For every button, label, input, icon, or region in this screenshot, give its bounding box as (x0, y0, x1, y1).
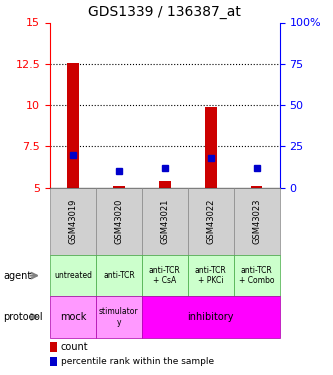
Text: GSM43020: GSM43020 (114, 199, 124, 244)
Text: anti-TCR
+ CsA: anti-TCR + CsA (149, 266, 181, 285)
Text: inhibitory: inhibitory (187, 312, 234, 322)
Bar (67, 63, 79, 188)
Text: GSM43023: GSM43023 (252, 198, 261, 244)
Bar (159, 181, 170, 188)
Text: protocol: protocol (3, 312, 43, 322)
Text: untreated: untreated (54, 271, 92, 280)
Text: GSM43021: GSM43021 (160, 199, 169, 244)
Text: stimulator
y: stimulator y (99, 307, 139, 327)
Bar (205, 108, 216, 188)
Text: count: count (61, 342, 88, 352)
Text: anti-TCR: anti-TCR (103, 271, 135, 280)
Bar (113, 186, 125, 188)
Text: mock: mock (60, 312, 86, 322)
Text: percentile rank within the sample: percentile rank within the sample (61, 357, 214, 366)
Text: GSM43019: GSM43019 (68, 199, 78, 244)
Bar (251, 186, 262, 188)
Text: GSM43022: GSM43022 (206, 199, 215, 244)
Text: anti-TCR
+ Combo: anti-TCR + Combo (239, 266, 274, 285)
Text: anti-TCR
+ PKCi: anti-TCR + PKCi (195, 266, 227, 285)
Text: agent: agent (3, 271, 32, 280)
Title: GDS1339 / 136387_at: GDS1339 / 136387_at (88, 5, 241, 19)
